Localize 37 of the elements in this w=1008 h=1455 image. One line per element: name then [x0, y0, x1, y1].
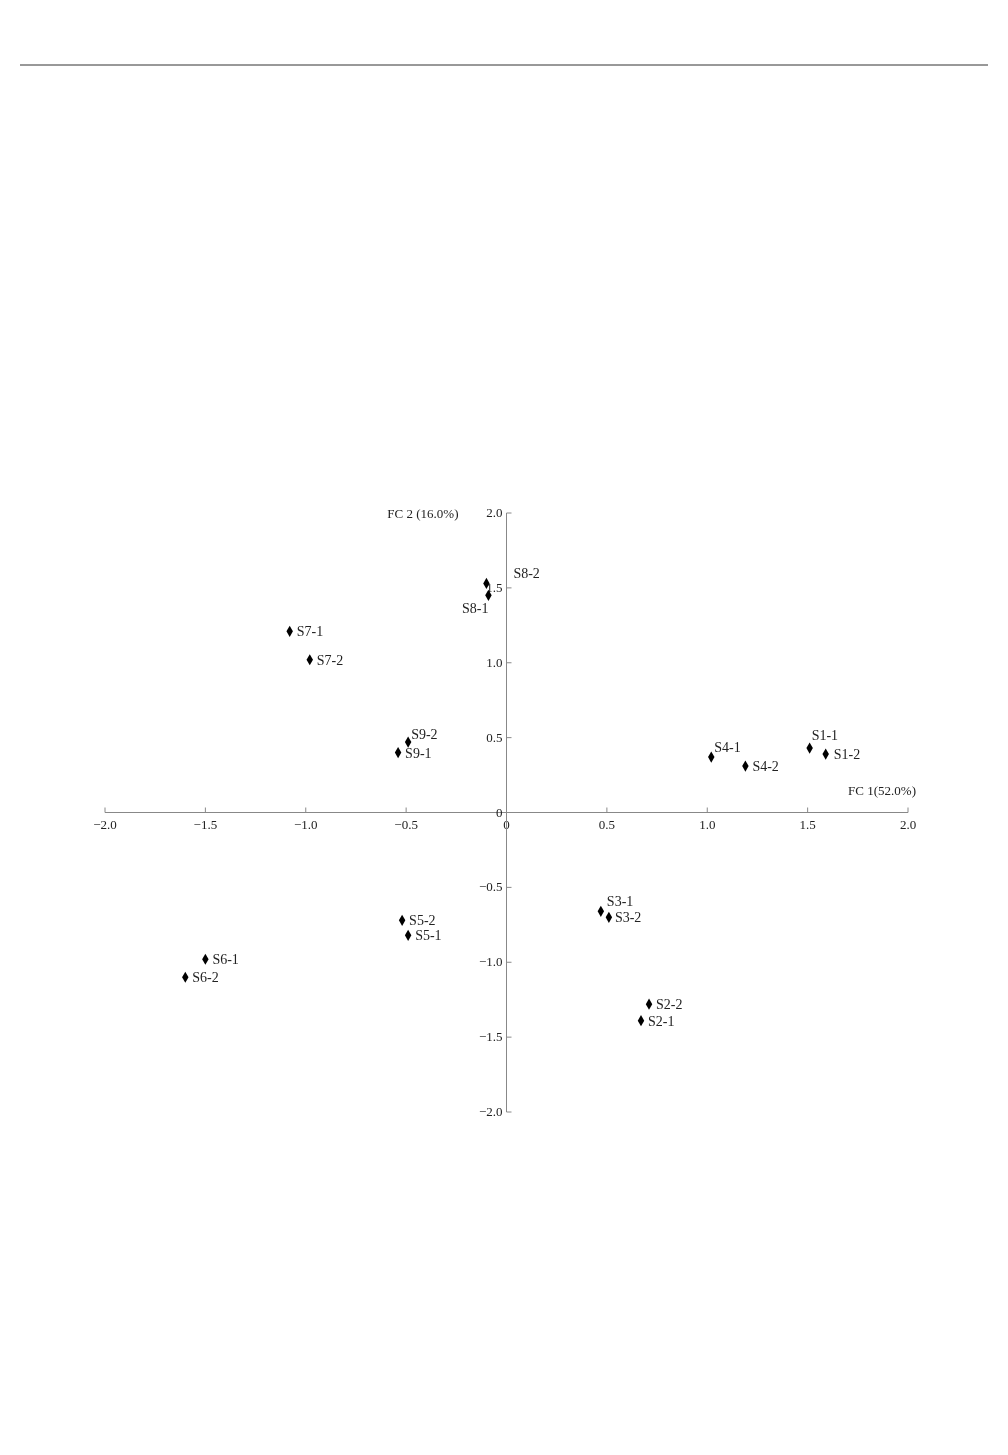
x-tick-label: 2.0: [899, 816, 917, 832]
x-tick-label: 1.0: [699, 816, 716, 832]
y-tick-label: −1.0: [478, 954, 503, 970]
annotation: S8-2: [513, 566, 540, 582]
annotation: S9-2: [411, 727, 438, 743]
annotation: S5-2: [409, 913, 436, 929]
x-axis-title: FC 1(52.0%): [848, 782, 916, 798]
annotation: S6-1: [212, 952, 239, 968]
annotation: S7-1: [296, 624, 324, 640]
y-tick-label: 0.5: [486, 729, 503, 745]
annotation: S5-1: [415, 928, 442, 944]
x-tick-label: −1.0: [293, 816, 318, 832]
annotation: S7-2: [316, 652, 344, 668]
annotation: S6-2: [192, 970, 219, 986]
annotation: S1-1: [811, 728, 839, 744]
x-tick-label: −2.0: [93, 816, 117, 832]
annotation: S4-1: [714, 740, 741, 756]
x-tick-label: 1.5: [799, 816, 816, 832]
annotation: S3-2: [614, 910, 642, 926]
annotation: S3-1: [606, 894, 634, 910]
y-axis-title: FC 2 (16.0%): [387, 506, 459, 521]
y-tick-label: 0: [496, 804, 503, 820]
y-tick-label: 2.0: [486, 505, 503, 520]
annotation: S4-2: [752, 759, 779, 775]
y-tick-label: 1.5: [486, 579, 503, 595]
x-tick-label: −0.5: [394, 816, 418, 832]
x-tick-label: −1.5: [193, 816, 218, 832]
y-tick-label: −1.5: [478, 1029, 503, 1045]
x-tick-label: 0.5: [598, 816, 615, 832]
annotation: S9-1: [405, 745, 432, 761]
y-tick-label: −2.0: [478, 1104, 503, 1119]
annotation: S2-1: [648, 1013, 675, 1029]
y-tick-label: −0.5: [478, 879, 503, 895]
annotation: S8-1: [461, 601, 489, 617]
annotation: S2-2: [656, 997, 683, 1013]
y-tick-label: 1.0: [486, 654, 503, 670]
annotation: S1-2: [833, 747, 861, 763]
